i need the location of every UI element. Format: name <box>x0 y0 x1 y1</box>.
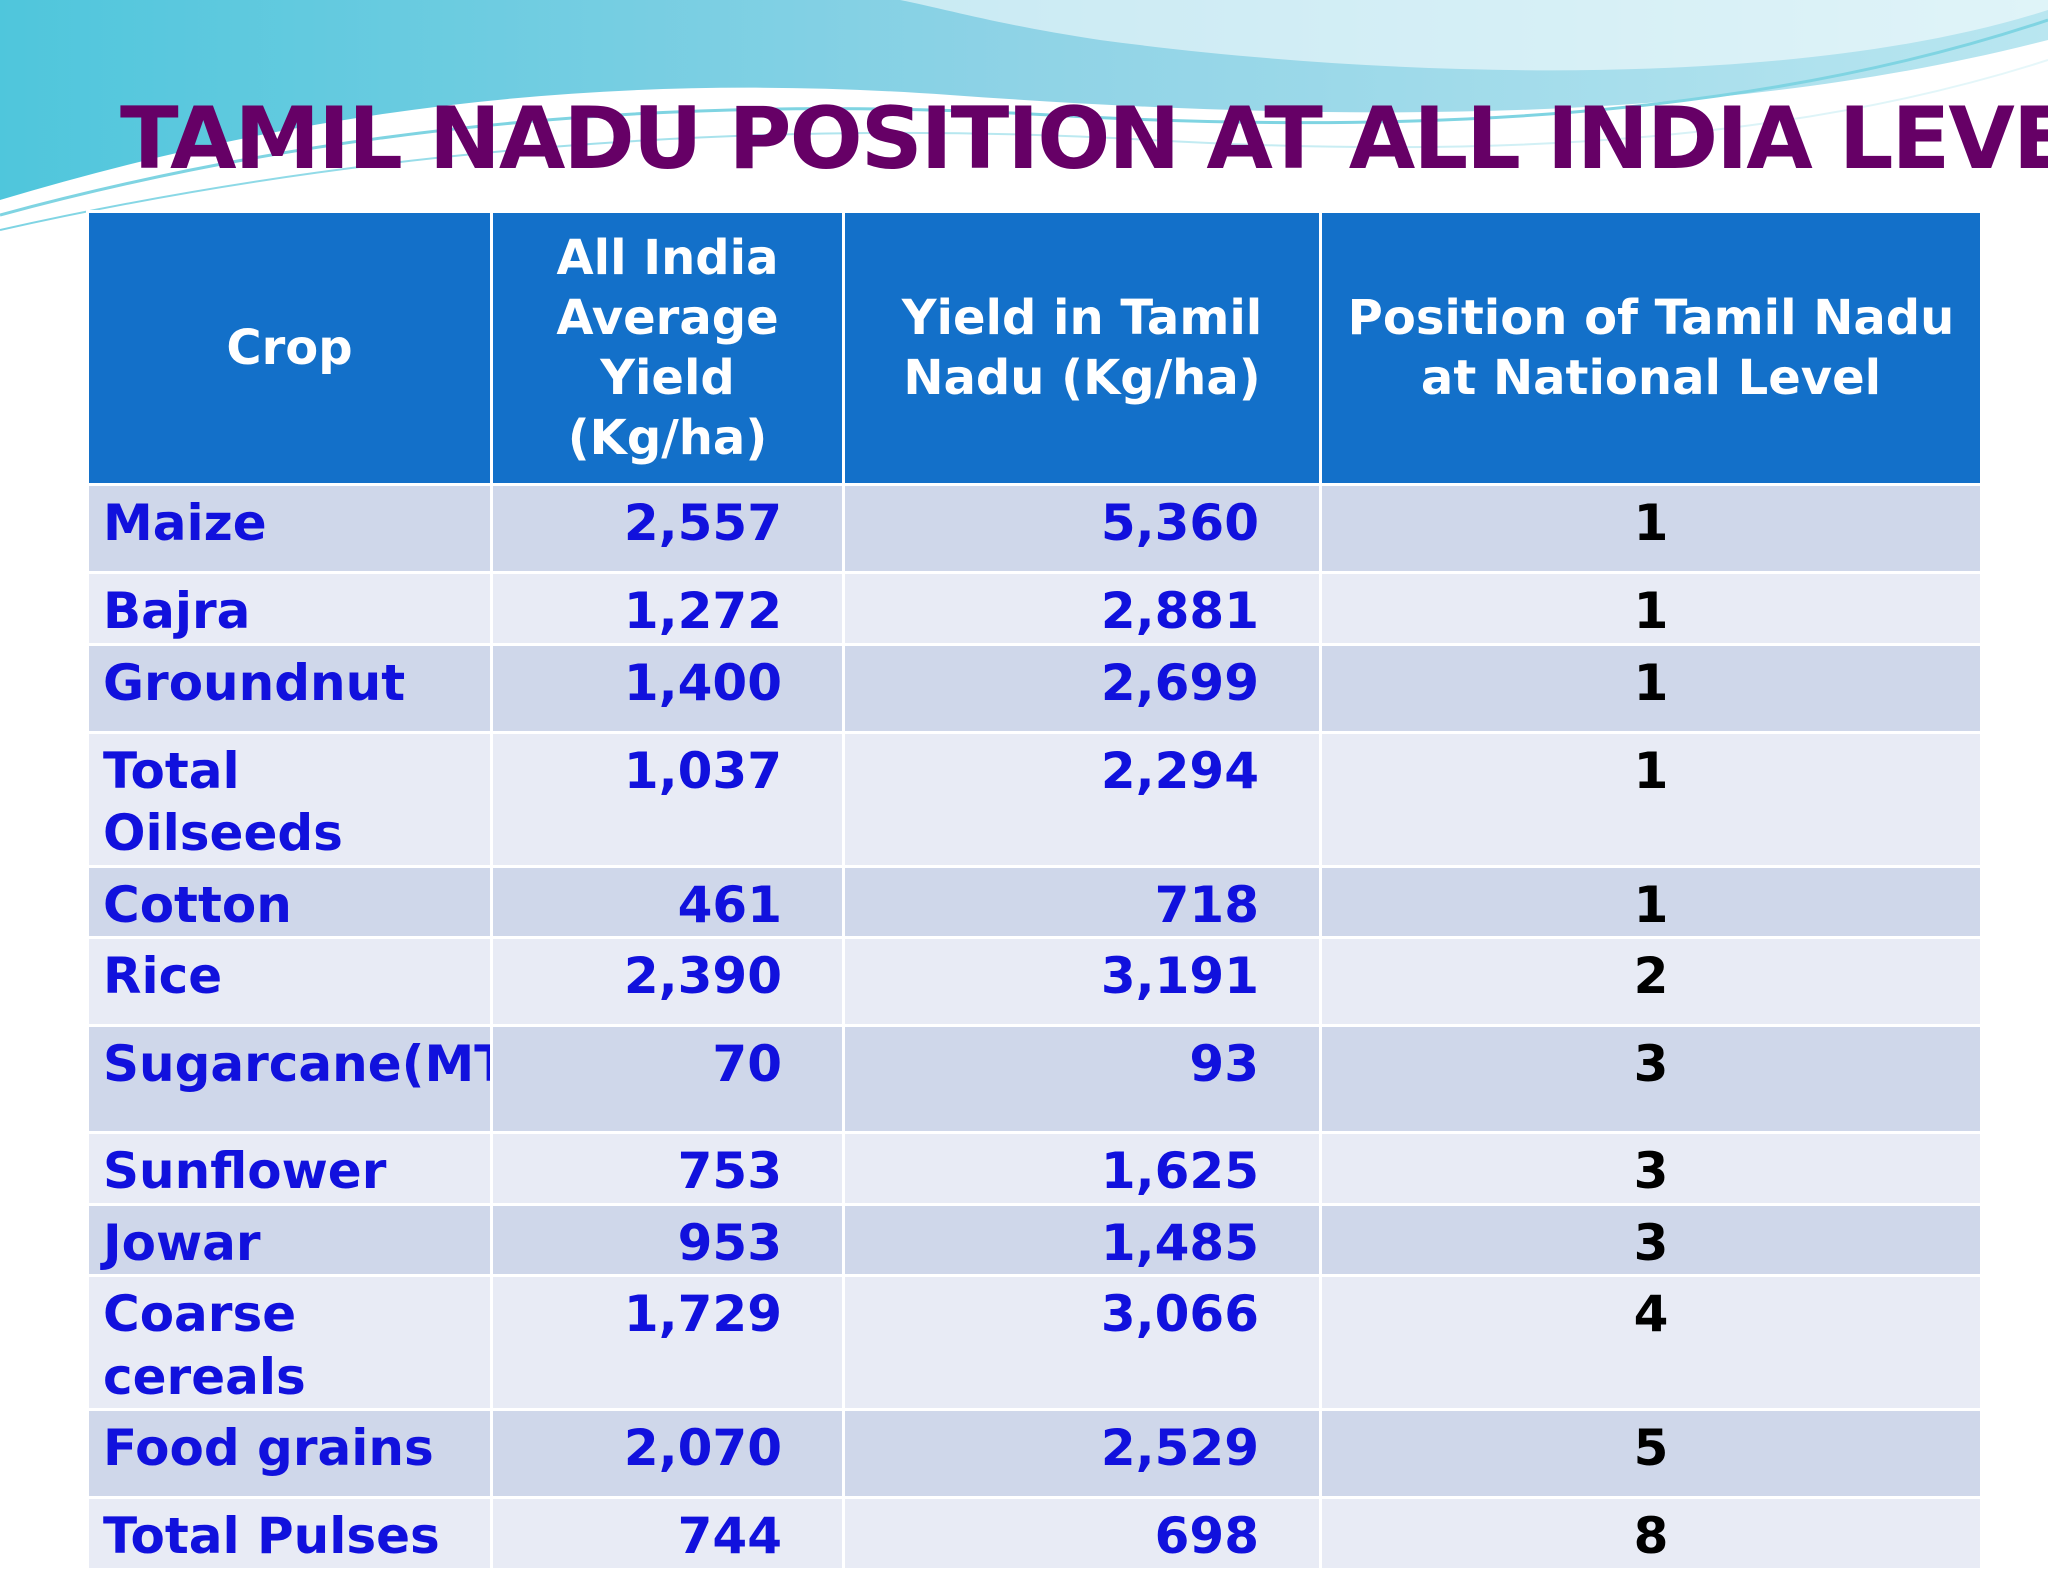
position-cell: 3 <box>1319 1131 1983 1206</box>
tamil-nadu-yield-cell: 2,881 <box>842 571 1322 646</box>
table-row: Bajra 1,272 2,881 1 <box>86 571 1983 646</box>
tamil-nadu-yield-cell: 1,625 <box>842 1131 1322 1206</box>
table-header-row: Crop All India Average Yield (Kg/ha) Yie… <box>86 210 1983 486</box>
table-row: Coarse cereals 1,729 3,066 4 <box>86 1274 1983 1411</box>
tamil-nadu-yield-cell: 3,191 <box>842 936 1322 1027</box>
tamil-nadu-yield-cell: 2,294 <box>842 730 1322 868</box>
crop-cell: Sunflower <box>86 1131 493 1206</box>
tamil-nadu-yield-cell: 718 <box>842 864 1322 939</box>
table-row: Groundnut 1,400 2,699 1 <box>86 642 1983 734</box>
all-india-yield-cell: 2,390 <box>490 936 845 1027</box>
all-india-yield-cell: 70 <box>490 1024 845 1134</box>
position-cell: 3 <box>1319 1024 1983 1134</box>
background-wave <box>0 0 2048 231</box>
table-row: Food grains 2,070 2,529 5 <box>86 1408 1983 1499</box>
position-cell: 1 <box>1319 571 1983 646</box>
crop-cell: Jowar <box>86 1202 493 1277</box>
yield-table: Crop All India Average Yield (Kg/ha) Yie… <box>86 210 1983 1571</box>
position-cell: 4 <box>1319 1274 1983 1411</box>
tamil-nadu-yield-cell: 2,699 <box>842 642 1322 734</box>
table-row: Maize 2,557 5,360 1 <box>86 483 1983 574</box>
crop-cell: Rice <box>86 936 493 1027</box>
slide-title: TAMIL NADU POSITION AT ALL INDIA LEVEL <box>120 89 2048 189</box>
all-india-yield-cell: 1,400 <box>490 642 845 734</box>
crop-cell: Total Oilseeds <box>86 730 493 868</box>
header-position: Position of Tamil Nadu at National Level <box>1319 210 1983 486</box>
crop-cell: Bajra <box>86 571 493 646</box>
position-cell: 2 <box>1319 936 1983 1027</box>
tamil-nadu-yield-cell: 1,485 <box>842 1202 1322 1277</box>
crop-cell: Total Pulses <box>86 1496 493 1571</box>
crop-cell: Cotton <box>86 864 493 939</box>
position-cell: 1 <box>1319 864 1983 939</box>
table-row: Sugarcane(MT) 70 93 3 <box>86 1024 1983 1134</box>
all-india-yield-cell: 2,557 <box>490 483 845 574</box>
all-india-yield-cell: 1,272 <box>490 571 845 646</box>
all-india-yield-cell: 753 <box>490 1131 845 1206</box>
header-crop: Crop <box>86 210 493 486</box>
position-cell: 1 <box>1319 730 1983 868</box>
position-cell: 8 <box>1319 1496 1983 1571</box>
all-india-yield-cell: 1,729 <box>490 1274 845 1411</box>
table-row: Cotton 461 718 1 <box>86 864 1983 939</box>
all-india-yield-cell: 953 <box>490 1202 845 1277</box>
crop-cell: Sugarcane(MT) <box>86 1024 493 1134</box>
tamil-nadu-yield-cell: 698 <box>842 1496 1322 1571</box>
table-row: Total Oilseeds 1,037 2,294 1 <box>86 730 1983 868</box>
crop-cell: Coarse cereals <box>86 1274 493 1411</box>
header-tamil-nadu-yield: Yield in Tamil Nadu (Kg/ha) <box>842 210 1322 486</box>
crop-cell: Maize <box>86 483 493 574</box>
tamil-nadu-yield-cell: 5,360 <box>842 483 1322 574</box>
position-cell: 1 <box>1319 642 1983 734</box>
tamil-nadu-yield-cell: 2,529 <box>842 1408 1322 1499</box>
table-row: Sunflower 753 1,625 3 <box>86 1131 1983 1206</box>
table-row: Rice 2,390 3,191 2 <box>86 936 1983 1027</box>
position-cell: 5 <box>1319 1408 1983 1499</box>
tamil-nadu-yield-cell: 3,066 <box>842 1274 1322 1411</box>
tamil-nadu-yield-cell: 93 <box>842 1024 1322 1134</box>
all-india-yield-cell: 1,037 <box>490 730 845 868</box>
all-india-yield-cell: 461 <box>490 864 845 939</box>
position-cell: 1 <box>1319 483 1983 574</box>
crop-cell: Groundnut <box>86 642 493 734</box>
all-india-yield-cell: 744 <box>490 1496 845 1571</box>
table-row: Jowar 953 1,485 3 <box>86 1202 1983 1277</box>
table-row: Total Pulses 744 698 8 <box>86 1496 1983 1571</box>
header-all-india-yield: All India Average Yield (Kg/ha) <box>490 210 845 486</box>
position-cell: 3 <box>1319 1202 1983 1277</box>
all-india-yield-cell: 2,070 <box>490 1408 845 1499</box>
crop-cell: Food grains <box>86 1408 493 1499</box>
